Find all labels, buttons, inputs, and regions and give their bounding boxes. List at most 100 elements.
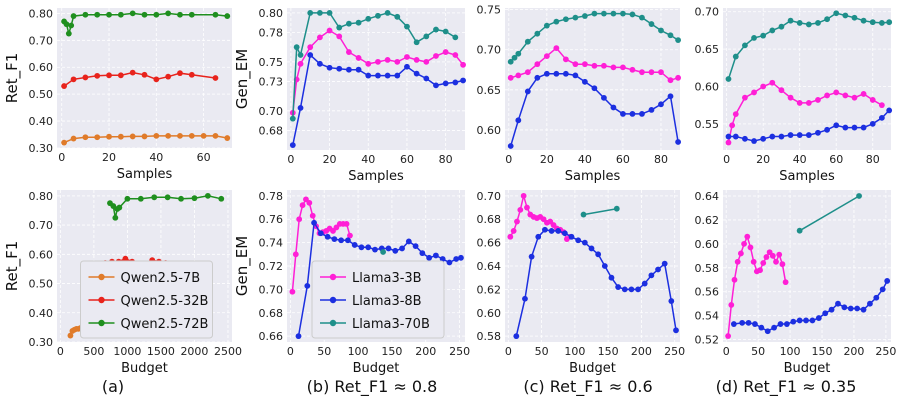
data-point [141,11,148,18]
panel-d-bottom: 0 50 100 150 200 250 0.52 0.54 0.56 0.58 0.60 0.62 0… [695,190,897,376]
y-tick-label: 0.70 [477,190,502,203]
x-tick-label: 100 [780,345,801,358]
x-tick-label: 100 [348,345,369,358]
y-axis-label: Gen_EM [233,49,252,109]
data-point [177,132,183,139]
x-tick-label: 50 [535,345,549,358]
data-point [658,101,664,108]
data-point [771,324,778,331]
data-point [543,22,550,29]
data-point [833,89,840,96]
data-point [732,133,739,140]
data-point [543,70,550,77]
y-tick-label: 0.80 [29,7,54,20]
data-point [667,77,674,84]
data-point [869,97,876,103]
y-tick-label: 0.58 [477,330,502,343]
data-point [517,206,524,213]
panel-a-top: 0 20 40 60 0.30 0.40 0.50 0.60 0.70 0.80 Samples Re… [3,7,232,182]
data-point [757,267,763,274]
data-point [68,22,75,29]
data-point [346,49,352,55]
data-point [413,57,420,63]
data-point [535,233,542,240]
series-Llama3-3B [725,233,789,339]
y-tick-label: 0.70 [259,105,284,118]
data-point [760,260,767,266]
y-tick-label: 0.56 [695,286,720,299]
y-tick-label: 0.66 [259,330,284,343]
data-point [661,260,668,267]
data-point [375,72,381,79]
x-tick-label: 2000 [180,345,208,358]
legend-entry: Llama3-3B [352,271,422,286]
y-tick-label: 0.40 [29,115,54,128]
x-tick-label: 80 [654,153,668,166]
series-Llama3-3B [507,45,681,84]
series-Llama3-3B [725,79,885,146]
y-axis-label: Ret_F1 [3,53,22,104]
data-point [572,72,579,79]
y-tick-label: 0.55 [695,118,720,131]
x-tick-label: 20 [102,151,116,164]
data-point [515,50,522,57]
data-point [752,321,758,327]
data-point [324,233,331,240]
x-tick-label: 60 [197,151,211,164]
data-point [732,53,739,60]
data-point [561,230,568,237]
x-tick-label: 0 [505,153,512,166]
y-tick-label: 0.68 [259,124,284,137]
data-point [860,306,867,313]
panel-d-top: 0 20 40 60 80 0.55 0.60 0.65 0.70 Samples [695,6,893,184]
legend: Llama3-3B Llama3-8B Llama3-70B [311,260,445,339]
data-point [591,85,598,92]
data-point [375,58,381,65]
data-point [296,216,303,223]
data-point [553,70,560,77]
data-point [365,72,372,79]
data-point [413,70,420,77]
data-point [331,236,338,243]
data-point [452,52,459,58]
y-tick-label: 0.70 [259,283,284,296]
data-point [295,333,302,340]
y-tick-label: 0.60 [477,124,502,137]
y-tick-label: 0.40 [29,307,54,320]
data-point [306,199,313,206]
data-point [648,106,655,113]
data-point [580,211,587,218]
data-point [316,34,323,41]
data-point [608,274,615,281]
data-point [141,133,148,140]
data-point [620,110,626,117]
data-point [628,286,635,293]
legend-entry: Qwen2.5-72B [121,317,209,332]
data-point [514,218,520,225]
x-tick-label: 50 [317,345,331,358]
data-point [106,133,112,140]
data-point [507,74,514,81]
x-axis-label: Samples [117,167,173,182]
y-tick-label: 0.60 [477,307,502,320]
data-point [534,61,541,68]
data-point [513,333,520,340]
data-point [70,135,77,142]
series-Llama3-8B [730,278,891,335]
data-point [773,258,779,265]
data-point [165,73,172,80]
data-point [289,115,296,122]
data-point [824,16,830,23]
data-point [326,27,333,34]
data-point [796,317,803,324]
data-point [385,245,392,252]
data-point [165,10,172,17]
x-tick-label: 150 [812,345,833,358]
data-point [524,88,531,95]
panel-a-bottom: 0 500 1000 1500 2000 2500 0.30 0.40 0.50 0.60 0.70… [3,190,242,376]
data-point [365,60,372,67]
data-point [460,77,466,84]
data-point [620,64,626,71]
data-point [675,37,681,43]
data-point [805,100,812,106]
